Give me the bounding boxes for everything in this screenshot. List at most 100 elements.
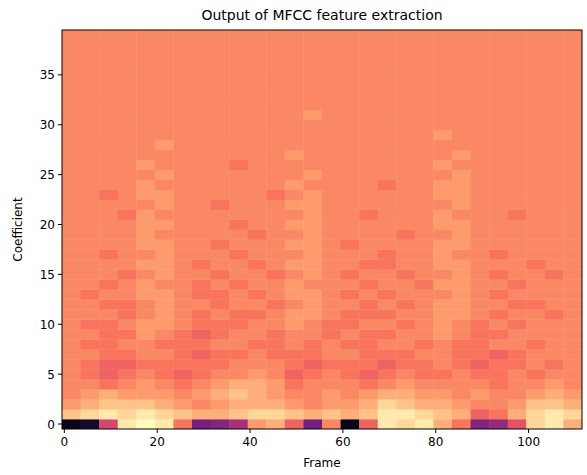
cell bbox=[526, 249, 545, 259]
cell bbox=[62, 220, 81, 230]
cell bbox=[62, 160, 81, 170]
cell bbox=[545, 40, 564, 50]
cell bbox=[433, 389, 452, 399]
cell bbox=[433, 269, 452, 279]
cell bbox=[266, 249, 285, 259]
cell bbox=[285, 140, 304, 150]
cell bbox=[118, 220, 137, 230]
cell bbox=[303, 349, 322, 359]
cell bbox=[303, 210, 322, 220]
cell bbox=[155, 259, 174, 269]
cell bbox=[136, 210, 155, 220]
cell bbox=[415, 349, 434, 359]
cell bbox=[192, 289, 211, 299]
cell bbox=[248, 309, 267, 319]
cell bbox=[211, 130, 230, 140]
cell bbox=[322, 369, 341, 379]
cell bbox=[415, 249, 434, 259]
cell bbox=[155, 230, 174, 240]
cell bbox=[341, 60, 360, 70]
cell bbox=[322, 319, 341, 329]
cell bbox=[415, 50, 434, 60]
cell bbox=[266, 319, 285, 329]
cell bbox=[285, 150, 304, 160]
cell bbox=[62, 329, 81, 339]
cell bbox=[415, 90, 434, 100]
cell bbox=[118, 230, 137, 240]
cell bbox=[248, 319, 267, 329]
cell bbox=[62, 140, 81, 150]
cell bbox=[173, 230, 192, 240]
cell bbox=[396, 190, 415, 200]
cell bbox=[266, 30, 285, 40]
cell bbox=[266, 170, 285, 180]
y-tick bbox=[58, 374, 62, 375]
cell bbox=[229, 170, 248, 180]
cell bbox=[322, 389, 341, 399]
cell bbox=[489, 40, 508, 50]
cell bbox=[396, 309, 415, 319]
cell bbox=[266, 309, 285, 319]
cell bbox=[211, 140, 230, 150]
cell bbox=[155, 40, 174, 50]
cell bbox=[99, 220, 118, 230]
x-tick bbox=[64, 429, 65, 433]
cell bbox=[81, 399, 100, 409]
cell bbox=[415, 369, 434, 379]
cell bbox=[526, 329, 545, 339]
cell bbox=[211, 309, 230, 319]
cell bbox=[471, 269, 490, 279]
cell bbox=[229, 399, 248, 409]
y-tick bbox=[58, 424, 62, 425]
cell bbox=[155, 150, 174, 160]
cell bbox=[81, 339, 100, 349]
cell bbox=[248, 379, 267, 389]
cell bbox=[359, 120, 378, 130]
cell bbox=[192, 180, 211, 190]
cell bbox=[136, 50, 155, 60]
cell bbox=[248, 160, 267, 170]
cell bbox=[563, 170, 582, 180]
cell bbox=[173, 80, 192, 90]
cell bbox=[452, 110, 471, 120]
cell bbox=[396, 30, 415, 40]
cell bbox=[415, 230, 434, 240]
cell bbox=[396, 369, 415, 379]
cell bbox=[341, 150, 360, 160]
cell bbox=[378, 220, 397, 230]
cell bbox=[192, 309, 211, 319]
cell bbox=[99, 249, 118, 259]
cell bbox=[471, 349, 490, 359]
cell bbox=[81, 190, 100, 200]
cell bbox=[452, 259, 471, 269]
cell bbox=[508, 379, 527, 389]
cell bbox=[192, 399, 211, 409]
cell bbox=[99, 160, 118, 170]
cell bbox=[155, 100, 174, 110]
cell bbox=[118, 100, 137, 110]
cell bbox=[248, 120, 267, 130]
cell bbox=[266, 180, 285, 190]
cell bbox=[155, 140, 174, 150]
cell bbox=[508, 200, 527, 210]
cell bbox=[396, 40, 415, 50]
cell bbox=[508, 399, 527, 409]
cell bbox=[248, 249, 267, 259]
cell bbox=[489, 190, 508, 200]
cell bbox=[341, 140, 360, 150]
cell bbox=[136, 70, 155, 80]
cell bbox=[489, 100, 508, 110]
cell bbox=[99, 419, 118, 429]
cell bbox=[396, 409, 415, 419]
cell bbox=[229, 359, 248, 369]
cell bbox=[545, 50, 564, 60]
cell bbox=[136, 30, 155, 40]
cell bbox=[248, 289, 267, 299]
cell bbox=[303, 339, 322, 349]
cell bbox=[489, 180, 508, 190]
cell bbox=[563, 359, 582, 369]
cell bbox=[471, 190, 490, 200]
cell bbox=[285, 100, 304, 110]
cell bbox=[508, 140, 527, 150]
cell bbox=[415, 170, 434, 180]
